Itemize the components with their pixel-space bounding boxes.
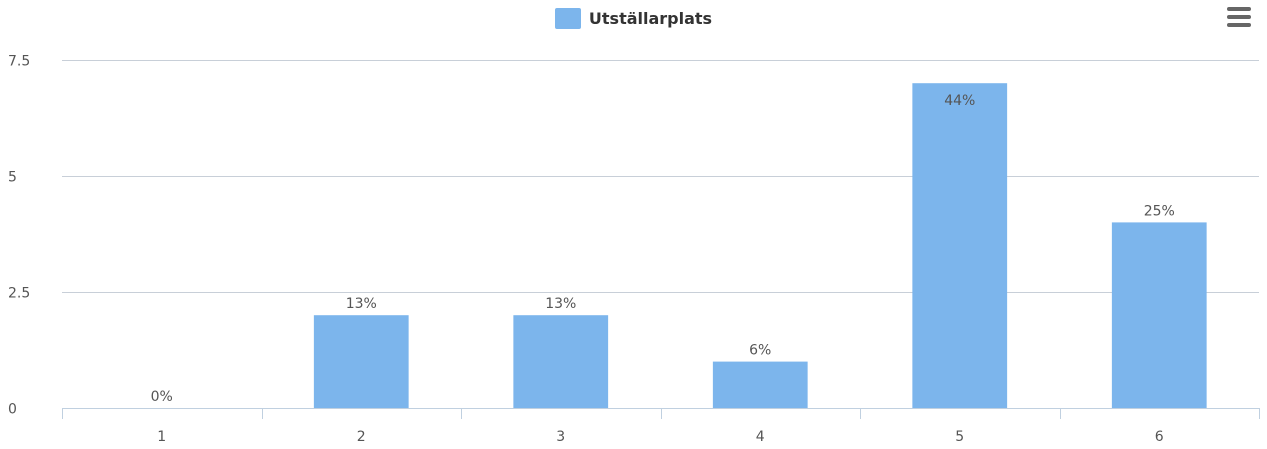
y-tick-label: 0 xyxy=(8,402,17,418)
bars xyxy=(313,83,1207,408)
bar-4[interactable] xyxy=(712,361,808,408)
data-label: 44% xyxy=(944,93,975,109)
bar-3[interactable] xyxy=(513,315,609,408)
x-axis: 1 2 3 4 5 6 xyxy=(62,408,1260,445)
legend-swatch xyxy=(554,8,581,29)
y-axis: 0 2.5 5 7.5 xyxy=(8,54,30,418)
data-label: 13% xyxy=(545,296,576,312)
data-label: 13% xyxy=(346,296,377,312)
data-labels: 0% 13% 13% 6% 44% 25% xyxy=(151,93,1175,405)
data-label: 6% xyxy=(749,343,771,359)
bar-2[interactable] xyxy=(313,315,409,408)
legend[interactable]: Utställarplats xyxy=(0,8,1267,29)
x-tick-label: 4 xyxy=(756,429,765,445)
bar-6[interactable] xyxy=(1111,222,1207,408)
x-tick-label: 2 xyxy=(357,429,366,445)
y-tick-label: 5 xyxy=(8,170,17,186)
menu-bar xyxy=(1227,15,1251,19)
menu-bar xyxy=(1227,23,1251,27)
data-label: 25% xyxy=(1144,203,1175,219)
menu-bar xyxy=(1227,7,1251,11)
data-label: 0% xyxy=(151,389,173,405)
y-tick-label: 7.5 xyxy=(8,54,30,70)
grid-lines xyxy=(62,60,1259,293)
x-tick-label: 6 xyxy=(1155,429,1164,445)
hamburger-menu-icon[interactable] xyxy=(1227,4,1255,30)
bar-5[interactable] xyxy=(912,83,1008,408)
y-tick-label: 2.5 xyxy=(8,286,30,302)
legend-label[interactable]: Utställarplats xyxy=(588,9,713,28)
x-tick-label: 1 xyxy=(157,429,166,445)
x-tick-label: 3 xyxy=(556,429,565,445)
x-tick-label: 5 xyxy=(955,429,964,445)
